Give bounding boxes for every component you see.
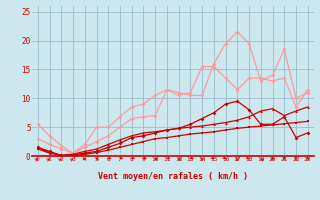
X-axis label: Vent moyen/en rafales ( km/h ): Vent moyen/en rafales ( km/h )	[98, 172, 248, 181]
